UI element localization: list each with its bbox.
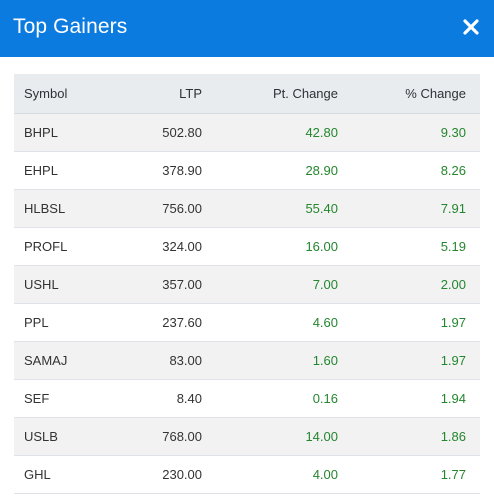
pct-change-cell: 1.97	[338, 341, 480, 380]
table-row[interactable]: BHPL 502.80 42.80 9.30	[14, 113, 480, 152]
column-header-pt-change[interactable]: Pt. Change	[202, 74, 338, 114]
symbol-cell: USHL	[14, 265, 124, 304]
modal-title: Top Gainers	[13, 15, 128, 38]
column-header-ltp[interactable]: LTP	[124, 74, 202, 114]
ltp-cell: 768.00	[124, 417, 202, 456]
close-icon	[463, 19, 479, 35]
ltp-cell: 756.00	[124, 189, 202, 228]
symbol-cell: PPL	[14, 303, 124, 342]
ltp-cell: 502.80	[124, 113, 202, 152]
table-row[interactable]: EHPL 378.90 28.90 8.26	[14, 151, 480, 190]
pct-change-cell: 1.97	[338, 303, 480, 342]
ltp-cell: 324.00	[124, 227, 202, 266]
symbol-cell: HLBSL	[14, 189, 124, 228]
pct-change-cell: 1.86	[338, 417, 480, 456]
pt-change-cell: 16.00	[202, 227, 338, 266]
symbol-cell: USLB	[14, 417, 124, 456]
ltp-cell: 230.00	[124, 455, 202, 494]
column-header-symbol[interactable]: Symbol	[14, 74, 124, 114]
table-row[interactable]: HLBSL 756.00 55.40 7.91	[14, 189, 480, 228]
close-button[interactable]	[460, 16, 482, 38]
pct-change-cell: 1.94	[338, 379, 480, 418]
top-gainers-table: Symbol LTP Pt. Change % Change BHPL 502.…	[14, 74, 480, 494]
pct-change-cell: 5.19	[338, 227, 480, 266]
pt-change-cell: 14.00	[202, 417, 338, 456]
pct-change-cell: 8.26	[338, 151, 480, 190]
pct-change-cell: 2.00	[338, 265, 480, 304]
pt-change-cell: 0.16	[202, 379, 338, 418]
pt-change-cell: 42.80	[202, 113, 338, 152]
table-row[interactable]: USHL 357.00 7.00 2.00	[14, 265, 480, 304]
ltp-cell: 83.00	[124, 341, 202, 380]
ltp-cell: 237.60	[124, 303, 202, 342]
table-row[interactable]: GHL 230.00 4.00 1.77	[14, 455, 480, 494]
symbol-cell: SEF	[14, 379, 124, 418]
ltp-cell: 378.90	[124, 151, 202, 190]
column-header-pct-change[interactable]: % Change	[338, 74, 480, 114]
symbol-cell: PROFL	[14, 227, 124, 266]
table-row[interactable]: SEF 8.40 0.16 1.94	[14, 379, 480, 418]
table-row[interactable]: USLB 768.00 14.00 1.86	[14, 417, 480, 456]
symbol-cell: EHPL	[14, 151, 124, 190]
symbol-cell: SAMAJ	[14, 341, 124, 380]
table-row[interactable]: PPL 237.60 4.60 1.97	[14, 303, 480, 342]
table-row[interactable]: SAMAJ 83.00 1.60 1.97	[14, 341, 480, 380]
symbol-cell: BHPL	[14, 113, 124, 152]
pt-change-cell: 4.60	[202, 303, 338, 342]
ltp-cell: 8.40	[124, 379, 202, 418]
pt-change-cell: 28.90	[202, 151, 338, 190]
pt-change-cell: 1.60	[202, 341, 338, 380]
pct-change-cell: 9.30	[338, 113, 480, 152]
pct-change-cell: 7.91	[338, 189, 480, 228]
table-row[interactable]: PROFL 324.00 16.00 5.19	[14, 227, 480, 266]
pt-change-cell: 4.00	[202, 455, 338, 494]
pt-change-cell: 55.40	[202, 189, 338, 228]
table-header-row: Symbol LTP Pt. Change % Change	[14, 74, 480, 114]
modal-header: Top Gainers	[0, 0, 494, 57]
pct-change-cell: 1.77	[338, 455, 480, 494]
ltp-cell: 357.00	[124, 265, 202, 304]
pt-change-cell: 7.00	[202, 265, 338, 304]
symbol-cell: GHL	[14, 455, 124, 494]
